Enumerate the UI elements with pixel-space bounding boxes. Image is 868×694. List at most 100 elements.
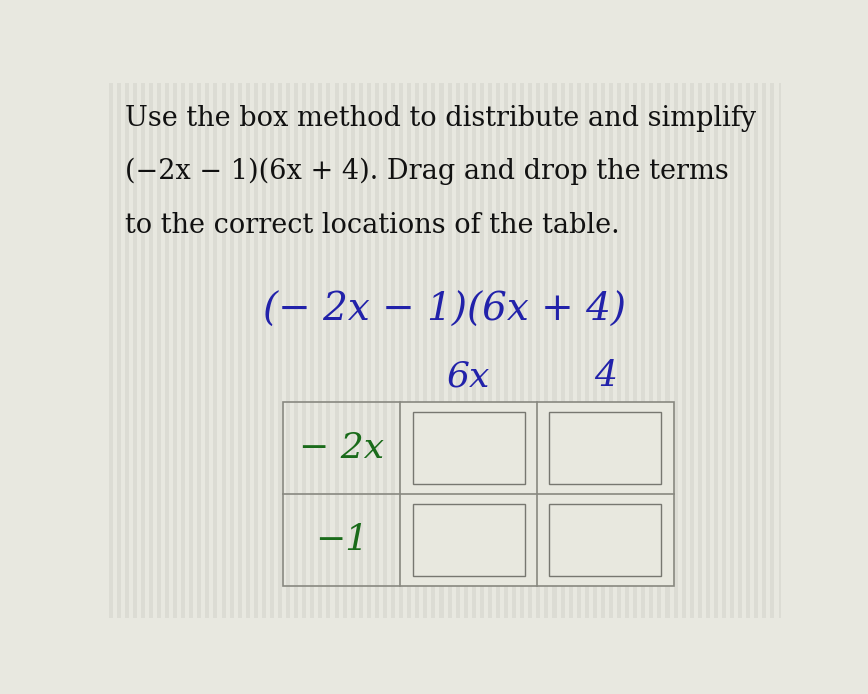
Bar bbox=[488, 83, 492, 618]
Bar bbox=[762, 83, 766, 618]
Bar bbox=[262, 83, 266, 618]
Bar bbox=[544, 83, 549, 618]
Bar bbox=[730, 83, 734, 618]
Bar bbox=[181, 83, 185, 618]
Bar bbox=[253, 83, 258, 618]
Bar bbox=[294, 83, 299, 618]
Bar bbox=[681, 83, 686, 618]
Bar bbox=[334, 83, 339, 618]
Bar bbox=[149, 83, 153, 618]
Bar bbox=[173, 83, 177, 618]
Bar bbox=[593, 83, 597, 618]
Bar bbox=[412, 412, 525, 484]
Bar bbox=[125, 83, 128, 618]
Bar bbox=[197, 83, 201, 618]
Bar bbox=[698, 83, 702, 618]
Bar bbox=[189, 83, 194, 618]
Bar bbox=[746, 83, 750, 618]
Bar bbox=[391, 83, 395, 618]
Bar bbox=[634, 83, 637, 618]
Bar bbox=[412, 504, 525, 576]
Bar bbox=[400, 494, 537, 586]
Bar bbox=[206, 83, 209, 618]
Bar bbox=[601, 83, 605, 618]
Bar bbox=[549, 504, 661, 576]
Text: − 2x: − 2x bbox=[299, 431, 385, 465]
Bar bbox=[480, 83, 483, 618]
Bar bbox=[311, 83, 314, 618]
Bar bbox=[714, 83, 718, 618]
Bar bbox=[415, 83, 419, 618]
Bar bbox=[504, 83, 508, 618]
Bar bbox=[133, 83, 137, 618]
Bar bbox=[439, 83, 444, 618]
Bar bbox=[625, 83, 629, 618]
Bar bbox=[141, 83, 145, 618]
Bar bbox=[520, 83, 524, 618]
Bar bbox=[496, 83, 500, 618]
Text: −1: −1 bbox=[315, 523, 369, 557]
Bar bbox=[424, 83, 427, 618]
Text: 4: 4 bbox=[594, 359, 617, 393]
Bar bbox=[537, 403, 674, 494]
Bar bbox=[367, 83, 371, 618]
Bar bbox=[649, 83, 654, 618]
Bar bbox=[706, 83, 710, 618]
Bar bbox=[536, 83, 541, 618]
Bar bbox=[666, 83, 669, 618]
Bar bbox=[448, 83, 451, 618]
Bar bbox=[319, 83, 322, 618]
Bar bbox=[617, 83, 621, 618]
Bar bbox=[771, 83, 774, 618]
Bar bbox=[221, 83, 226, 618]
Text: (−2x − 1)(6x + 4). Drag and drop the terms: (−2x − 1)(6x + 4). Drag and drop the ter… bbox=[125, 158, 729, 185]
Bar bbox=[472, 83, 476, 618]
Bar bbox=[302, 83, 306, 618]
Bar bbox=[561, 83, 564, 618]
Bar bbox=[343, 83, 346, 618]
Bar bbox=[674, 83, 678, 618]
Bar bbox=[358, 83, 363, 618]
Text: 6x: 6x bbox=[447, 359, 490, 393]
Bar bbox=[326, 83, 331, 618]
Bar bbox=[690, 83, 694, 618]
Bar bbox=[464, 83, 468, 618]
Bar bbox=[351, 83, 355, 618]
Bar bbox=[270, 83, 274, 618]
Bar bbox=[549, 412, 661, 484]
Bar bbox=[576, 83, 581, 618]
Bar bbox=[286, 83, 290, 618]
Text: (− 2x − 1)(6x + 4): (− 2x − 1)(6x + 4) bbox=[263, 292, 627, 329]
Bar bbox=[229, 83, 233, 618]
Bar bbox=[214, 83, 218, 618]
Bar bbox=[284, 403, 674, 586]
Bar bbox=[383, 83, 387, 618]
Bar bbox=[375, 83, 379, 618]
Bar bbox=[165, 83, 169, 618]
Bar bbox=[641, 83, 645, 618]
Bar bbox=[738, 83, 742, 618]
Bar bbox=[246, 83, 250, 618]
Text: Use the box method to distribute and simplify: Use the box method to distribute and sim… bbox=[125, 105, 756, 132]
Bar bbox=[456, 83, 460, 618]
Bar bbox=[609, 83, 613, 618]
Bar bbox=[157, 83, 161, 618]
Bar bbox=[116, 83, 121, 618]
Bar bbox=[553, 83, 556, 618]
Bar bbox=[400, 403, 537, 494]
Bar bbox=[512, 83, 516, 618]
Bar bbox=[657, 83, 661, 618]
Bar bbox=[585, 83, 589, 618]
Bar bbox=[399, 83, 403, 618]
Bar bbox=[407, 83, 411, 618]
Bar bbox=[278, 83, 282, 618]
Bar bbox=[754, 83, 759, 618]
Bar bbox=[537, 494, 674, 586]
Bar bbox=[108, 83, 113, 618]
Bar bbox=[569, 83, 573, 618]
Bar bbox=[529, 83, 532, 618]
Bar bbox=[722, 83, 726, 618]
Bar bbox=[431, 83, 436, 618]
Bar bbox=[238, 83, 241, 618]
Bar bbox=[779, 83, 783, 618]
